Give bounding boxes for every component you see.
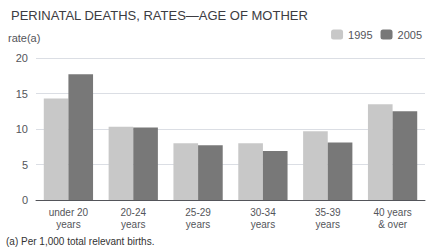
- svg-text:5: 5: [22, 159, 28, 171]
- svg-text:2005: 2005: [398, 29, 422, 41]
- svg-text:0: 0: [22, 194, 28, 206]
- svg-text:20: 20: [16, 52, 28, 64]
- svg-text:years: years: [251, 219, 275, 230]
- svg-text:15: 15: [16, 88, 28, 100]
- svg-text:years: years: [56, 219, 80, 230]
- svg-text:1995: 1995: [348, 29, 372, 41]
- svg-text:years: years: [316, 219, 340, 230]
- svg-text:35-39: 35-39: [315, 207, 341, 218]
- svg-text:10: 10: [16, 123, 28, 135]
- svg-text:years: years: [121, 219, 145, 230]
- svg-text:40 years: 40 years: [373, 207, 411, 218]
- svg-text:& over: & over: [378, 219, 408, 230]
- svg-text:rate(a): rate(a): [8, 32, 40, 44]
- svg-text:30-34: 30-34: [250, 207, 276, 218]
- svg-text:under 20: under 20: [49, 207, 89, 218]
- svg-text:25-29: 25-29: [185, 207, 211, 218]
- svg-text:PERINATAL DEATHS, RATES—AGE OF: PERINATAL DEATHS, RATES—AGE OF MOTHER: [11, 8, 308, 23]
- svg-text:(a) Per 1,000 total relevant b: (a) Per 1,000 total relevant births.: [6, 236, 154, 247]
- svg-text:years: years: [186, 219, 210, 230]
- svg-text:20-24: 20-24: [120, 207, 146, 218]
